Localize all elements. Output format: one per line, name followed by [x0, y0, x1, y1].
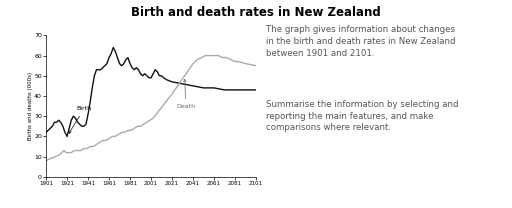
Text: Death: Death: [176, 79, 196, 109]
Text: Birth and death rates in New Zealand: Birth and death rates in New Zealand: [131, 6, 381, 19]
Text: Summarise the information by selecting and
reporting the main features, and make: Summarise the information by selecting a…: [266, 100, 459, 132]
Text: The graph gives information about changes
in the birth and death rates in New Ze: The graph gives information about change…: [266, 25, 456, 58]
Text: Birth: Birth: [69, 106, 92, 133]
Y-axis label: Births and deaths (000s): Births and deaths (000s): [28, 72, 33, 140]
